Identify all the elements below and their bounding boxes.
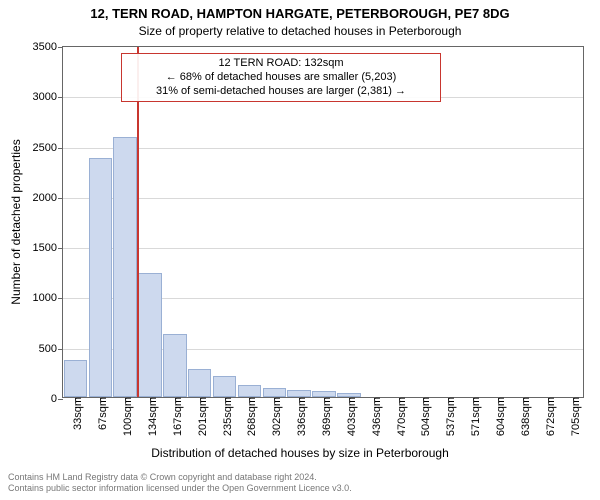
xtick-label: 369sqm	[315, 397, 333, 436]
ytick-label: 500	[39, 343, 63, 355]
footer-line2: Contains public sector information licen…	[8, 483, 352, 494]
bar	[138, 273, 161, 397]
ytick-label: 2500	[33, 142, 63, 154]
xtick-label: 705sqm	[564, 397, 582, 436]
bar	[287, 390, 310, 397]
footer-line1: Contains HM Land Registry data © Crown c…	[8, 472, 352, 483]
xtick-label: 638sqm	[514, 397, 532, 436]
xtick-label: 403sqm	[340, 397, 358, 436]
callout-line2: ← 68% of detached houses are smaller (5,…	[130, 71, 432, 85]
gridline	[63, 248, 583, 249]
ytick-label: 3000	[33, 91, 63, 103]
xtick-label: 268sqm	[240, 397, 258, 436]
xtick-label: 167sqm	[166, 397, 184, 436]
bar	[64, 360, 87, 397]
bar	[89, 158, 112, 397]
chart-title-line2: Size of property relative to detached ho…	[0, 24, 600, 38]
bar	[238, 385, 261, 397]
bar	[163, 334, 186, 397]
xtick-label: 134sqm	[141, 397, 159, 436]
gridline	[63, 148, 583, 149]
bar	[188, 369, 211, 397]
ytick-label: 1000	[33, 292, 63, 304]
xtick-label: 100sqm	[116, 397, 134, 436]
ytick-label: 3500	[33, 41, 63, 53]
xtick-label: 67sqm	[91, 397, 109, 430]
plot-area: 050010001500200025003000350033sqm67sqm10…	[62, 46, 584, 398]
xtick-label: 33sqm	[66, 397, 84, 430]
xtick-label: 201sqm	[191, 397, 209, 436]
ytick-label: 2000	[33, 192, 63, 204]
footer-attribution: Contains HM Land Registry data © Crown c…	[8, 472, 352, 495]
reference-callout: 12 TERN ROAD: 132sqm← 68% of detached ho…	[121, 53, 441, 102]
xtick-label: 537sqm	[439, 397, 457, 436]
x-axis-label: Distribution of detached houses by size …	[0, 446, 600, 460]
xtick-label: 604sqm	[489, 397, 507, 436]
bar	[213, 376, 236, 397]
gridline	[63, 198, 583, 199]
xtick-label: 504sqm	[414, 397, 432, 436]
xtick-label: 336sqm	[290, 397, 308, 436]
ytick-label: 0	[51, 393, 63, 405]
bar	[263, 388, 286, 397]
callout-line1: 12 TERN ROAD: 132sqm	[130, 57, 432, 71]
xtick-label: 672sqm	[539, 397, 557, 436]
y-axis-label: Number of detached properties	[9, 139, 23, 304]
xtick-label: 571sqm	[464, 397, 482, 436]
xtick-label: 302sqm	[265, 397, 283, 436]
histogram-chart: 12, TERN ROAD, HAMPTON HARGATE, PETERBOR…	[0, 0, 600, 500]
callout-line3: 31% of semi-detached houses are larger (…	[130, 85, 432, 99]
xtick-label: 235sqm	[216, 397, 234, 436]
bar	[113, 137, 136, 397]
xtick-label: 436sqm	[365, 397, 383, 436]
ytick-label: 1500	[33, 242, 63, 254]
chart-title-line1: 12, TERN ROAD, HAMPTON HARGATE, PETERBOR…	[0, 6, 600, 21]
xtick-label: 470sqm	[390, 397, 408, 436]
